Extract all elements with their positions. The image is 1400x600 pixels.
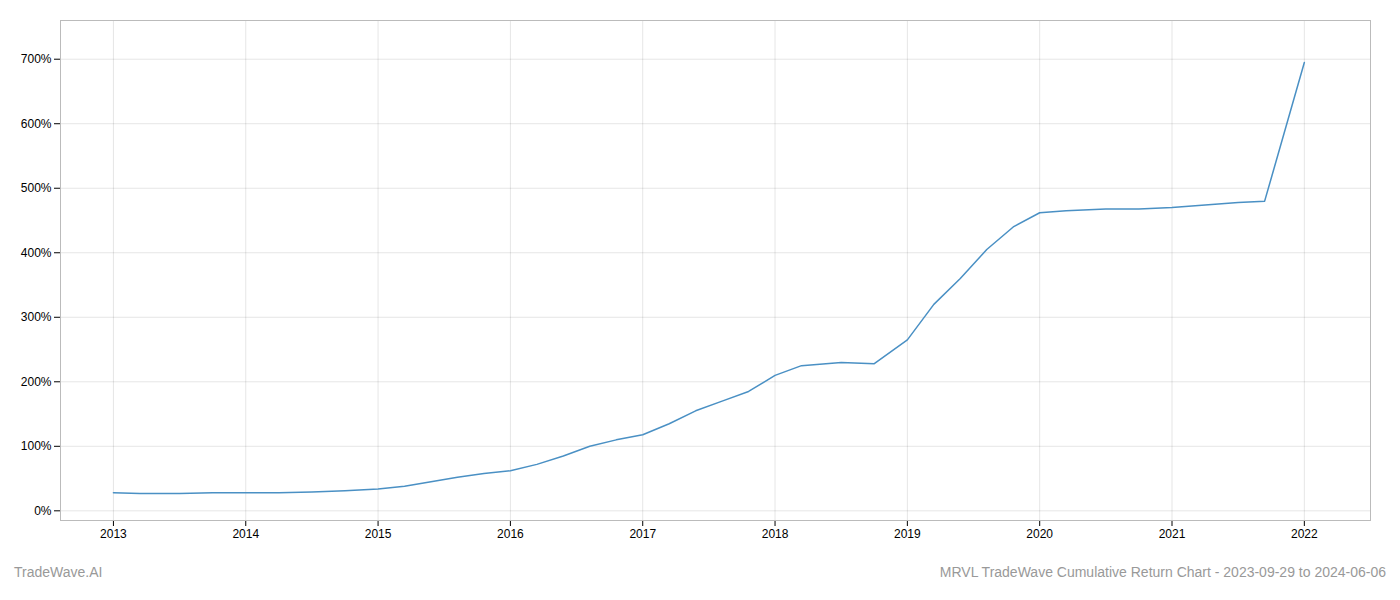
svg-text:2020: 2020 (1026, 527, 1053, 541)
svg-text:200%: 200% (21, 375, 52, 389)
svg-text:2016: 2016 (497, 527, 524, 541)
svg-text:2021: 2021 (1159, 527, 1186, 541)
html-text:TradeWave.AI: TradeWave.AI (14, 564, 103, 580)
svg-text:300%: 300% (21, 310, 52, 324)
svg-text:400%: 400% (21, 246, 52, 260)
svg-text:2022: 2022 (1291, 527, 1318, 541)
svg-text:100%: 100% (21, 439, 52, 453)
svg-text:0%: 0% (34, 504, 52, 518)
svg-text:2014: 2014 (232, 527, 259, 541)
svg-text:600%: 600% (21, 117, 52, 131)
svg-text:2015: 2015 (365, 527, 392, 541)
svg-text:700%: 700% (21, 52, 52, 66)
svg-text:2013: 2013 (100, 527, 127, 541)
html-text:MRVL TradeWave Cumulative Retu: MRVL TradeWave Cumulative Return Chart -… (939, 564, 1386, 580)
svg-text:2019: 2019 (894, 527, 921, 541)
svg-text:500%: 500% (21, 181, 52, 195)
svg-text:2018: 2018 (762, 527, 789, 541)
svg-text:2017: 2017 (629, 527, 656, 541)
